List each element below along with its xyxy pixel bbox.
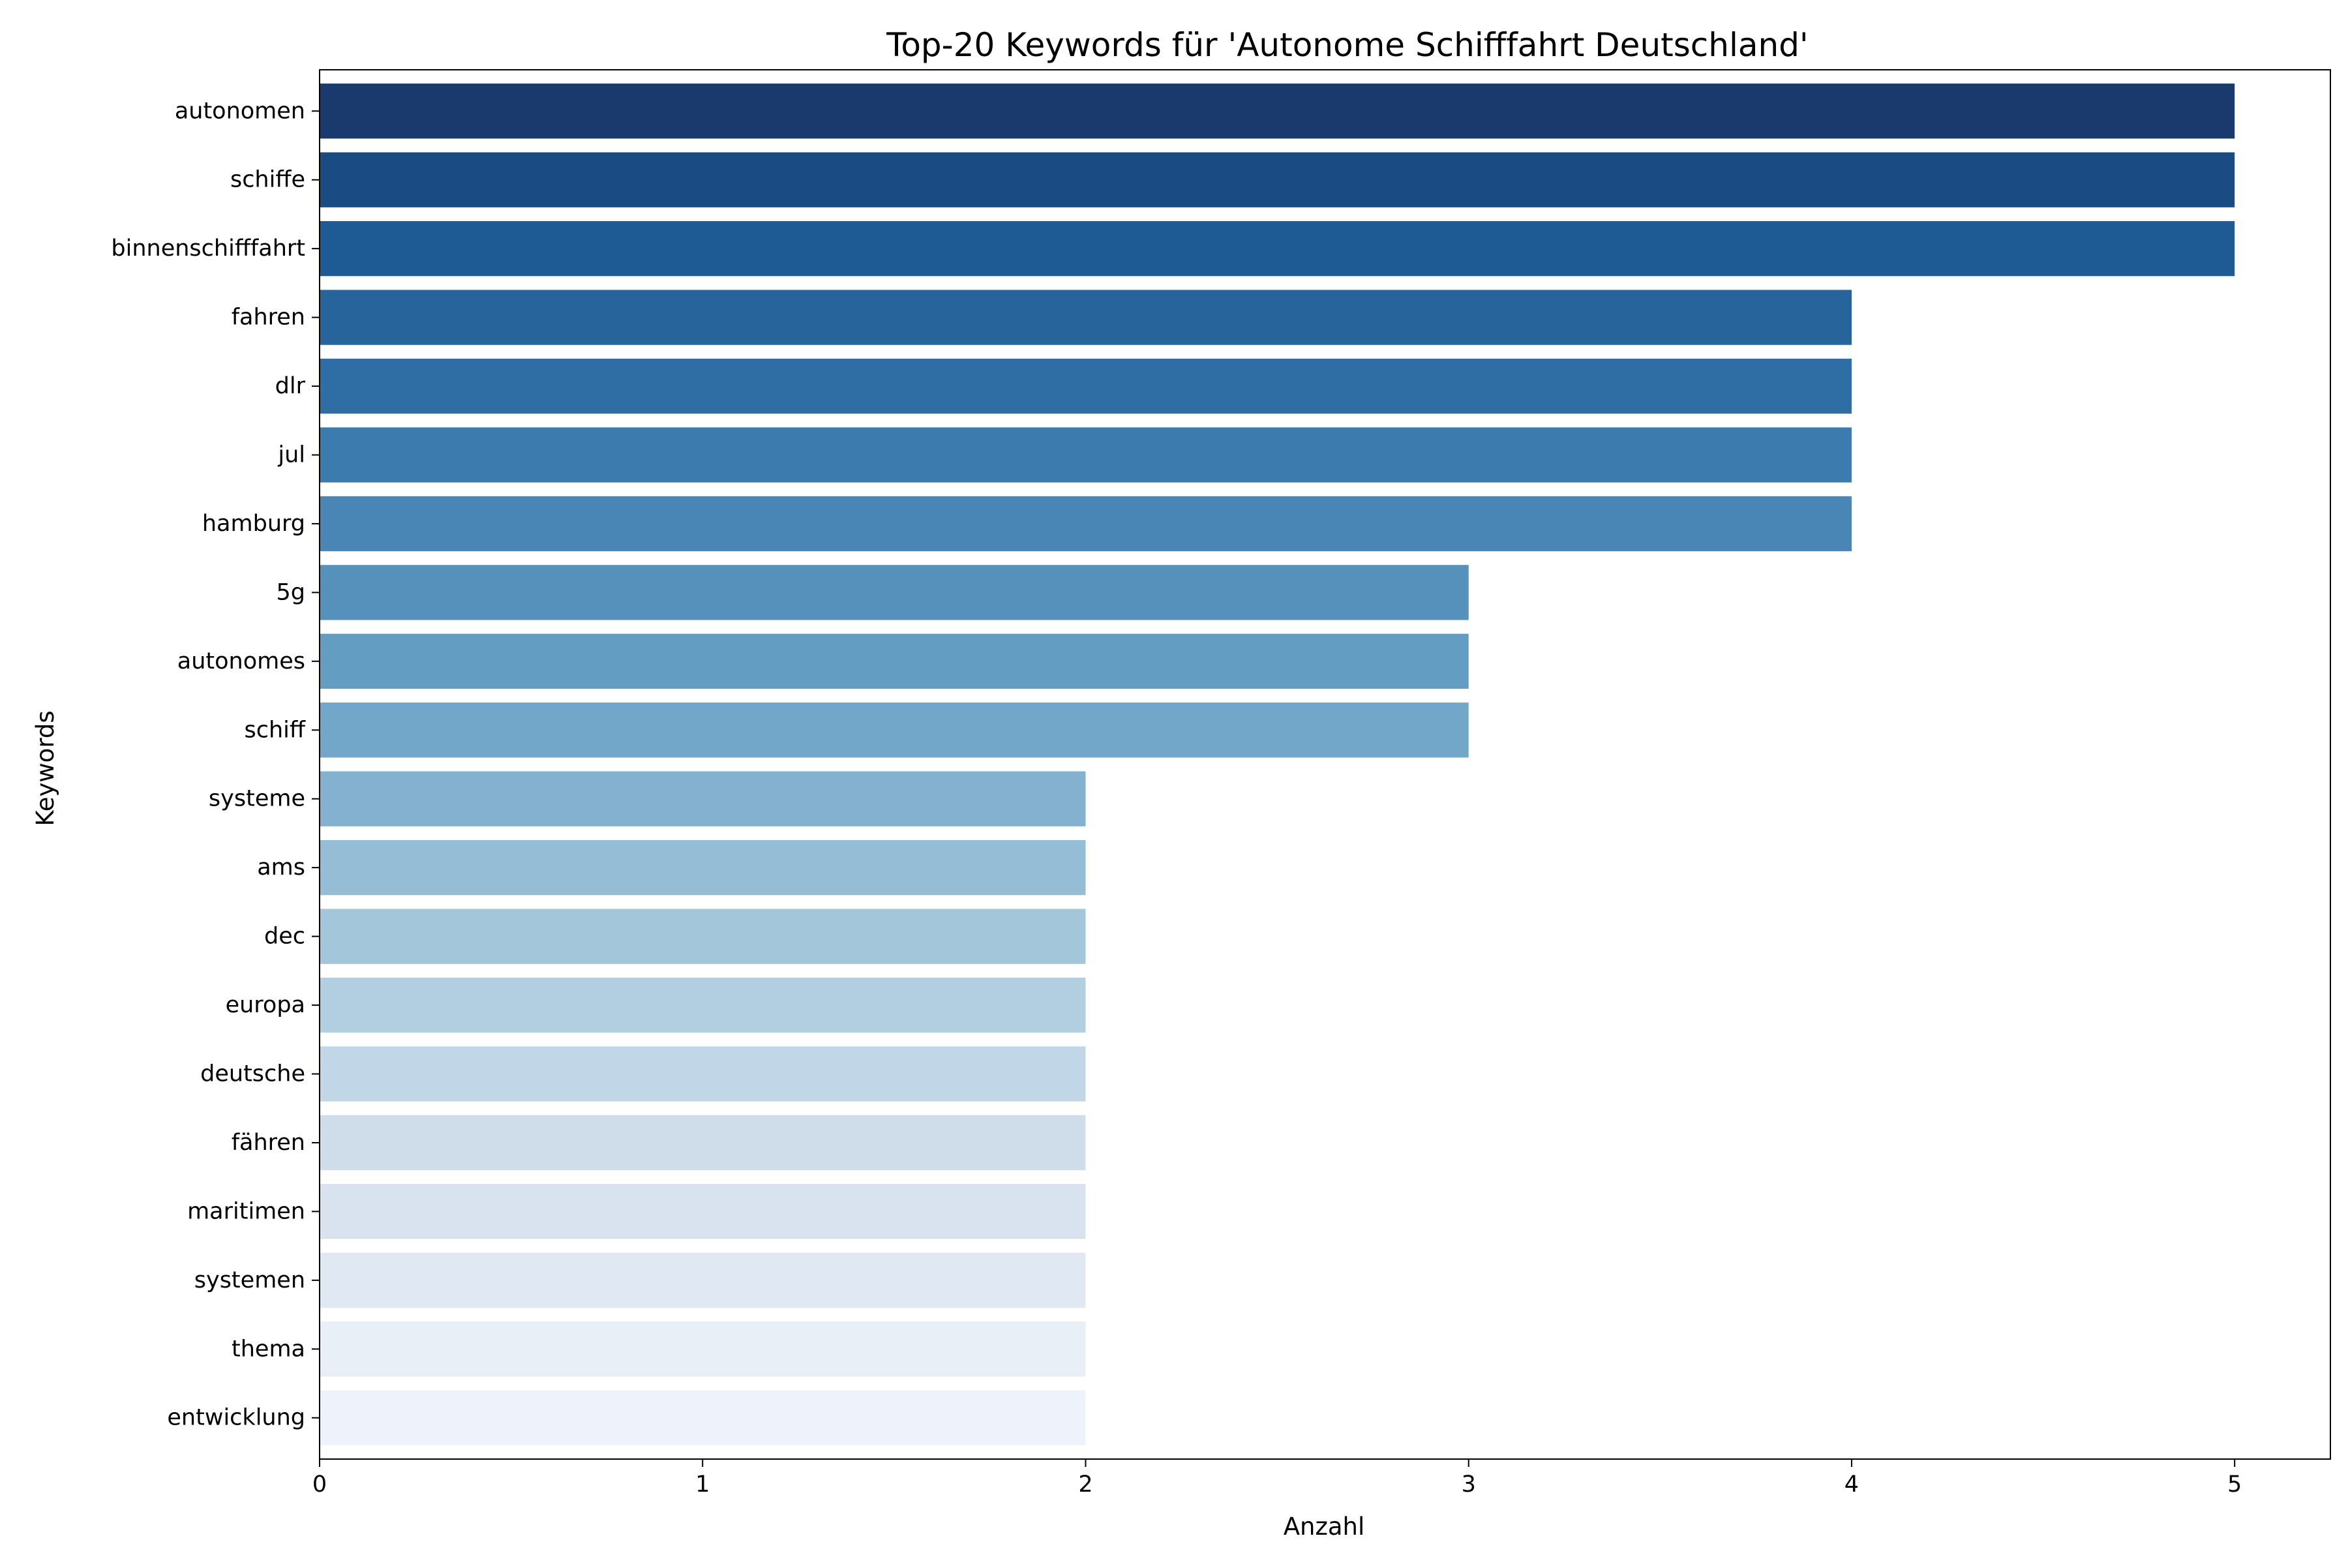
bar-fahren [320,290,1852,345]
y-tick-label: autonomes [177,648,305,674]
bar-systeme [320,771,1086,826]
y-tick-label: jul [277,442,305,468]
y-tick-label: ams [257,854,305,881]
bar-dec [320,909,1086,964]
x-tick-label: 3 [1462,1471,1476,1498]
chart-title: Top-20 Keywords für 'Autonome Schifffahr… [886,26,1808,64]
bar-europa [320,977,1086,1033]
y-tick-label: fahren [232,305,305,331]
axes-layer: autonomen schiffe binnenschifffahrt fahren d… [111,69,2331,1498]
bar-binnenschifffahrt [320,220,2235,277]
y-tick-label: hamburg [202,511,305,537]
x-tick-label: 4 [1844,1471,1859,1498]
y-tick-label: schiffe [230,167,305,193]
bar-entwicklung [320,1390,1086,1445]
x-tick-label: 2 [1078,1471,1092,1498]
x-tick-label: 0 [312,1471,327,1498]
y-tick-label: deutsche [200,1061,305,1087]
bar-dlr [320,358,1852,414]
y-tick-label: 5g [277,579,306,605]
bar-schiff [320,702,1469,758]
y-tick-label: binnenschifffahrt [111,235,305,262]
y-axis-label: Keywords [31,710,59,826]
bar-5g [320,565,1469,620]
y-tick-label: maritimen [187,1198,305,1224]
bar-schiffe [320,152,2235,207]
x-tick-label: 1 [695,1471,710,1498]
bars-layer [320,83,2235,1445]
y-tick-label: thema [232,1336,305,1362]
y-tick-label: dlr [275,373,306,399]
bar-thema [320,1321,1086,1377]
bar-systemen [320,1252,1086,1308]
y-tick-label: europa [226,992,305,1018]
bar-autonomen [320,83,2235,139]
y-tick-label: systemen [194,1267,305,1293]
bar-deutsche [320,1046,1086,1102]
y-tick-label: systeme [209,786,305,812]
y-tick-label: schiff [245,717,306,743]
y-tick-label: fähren [232,1130,305,1156]
bar-jul [320,427,1852,483]
plot-frame [319,69,2331,1460]
bar-maritimen [320,1184,1086,1239]
x-axis-label: Anzahl [1284,1513,1365,1541]
x-tick-label: 5 [2227,1471,2242,1498]
y-tick-label: entwicklung [167,1405,305,1431]
bar-ams [320,839,1086,896]
bar-hamburg [320,496,1852,552]
bar-fähren [320,1115,1086,1171]
bar-autonomes [320,633,1469,689]
y-tick-label: autonomen [175,98,305,124]
y-tick-label: dec [264,924,305,950]
